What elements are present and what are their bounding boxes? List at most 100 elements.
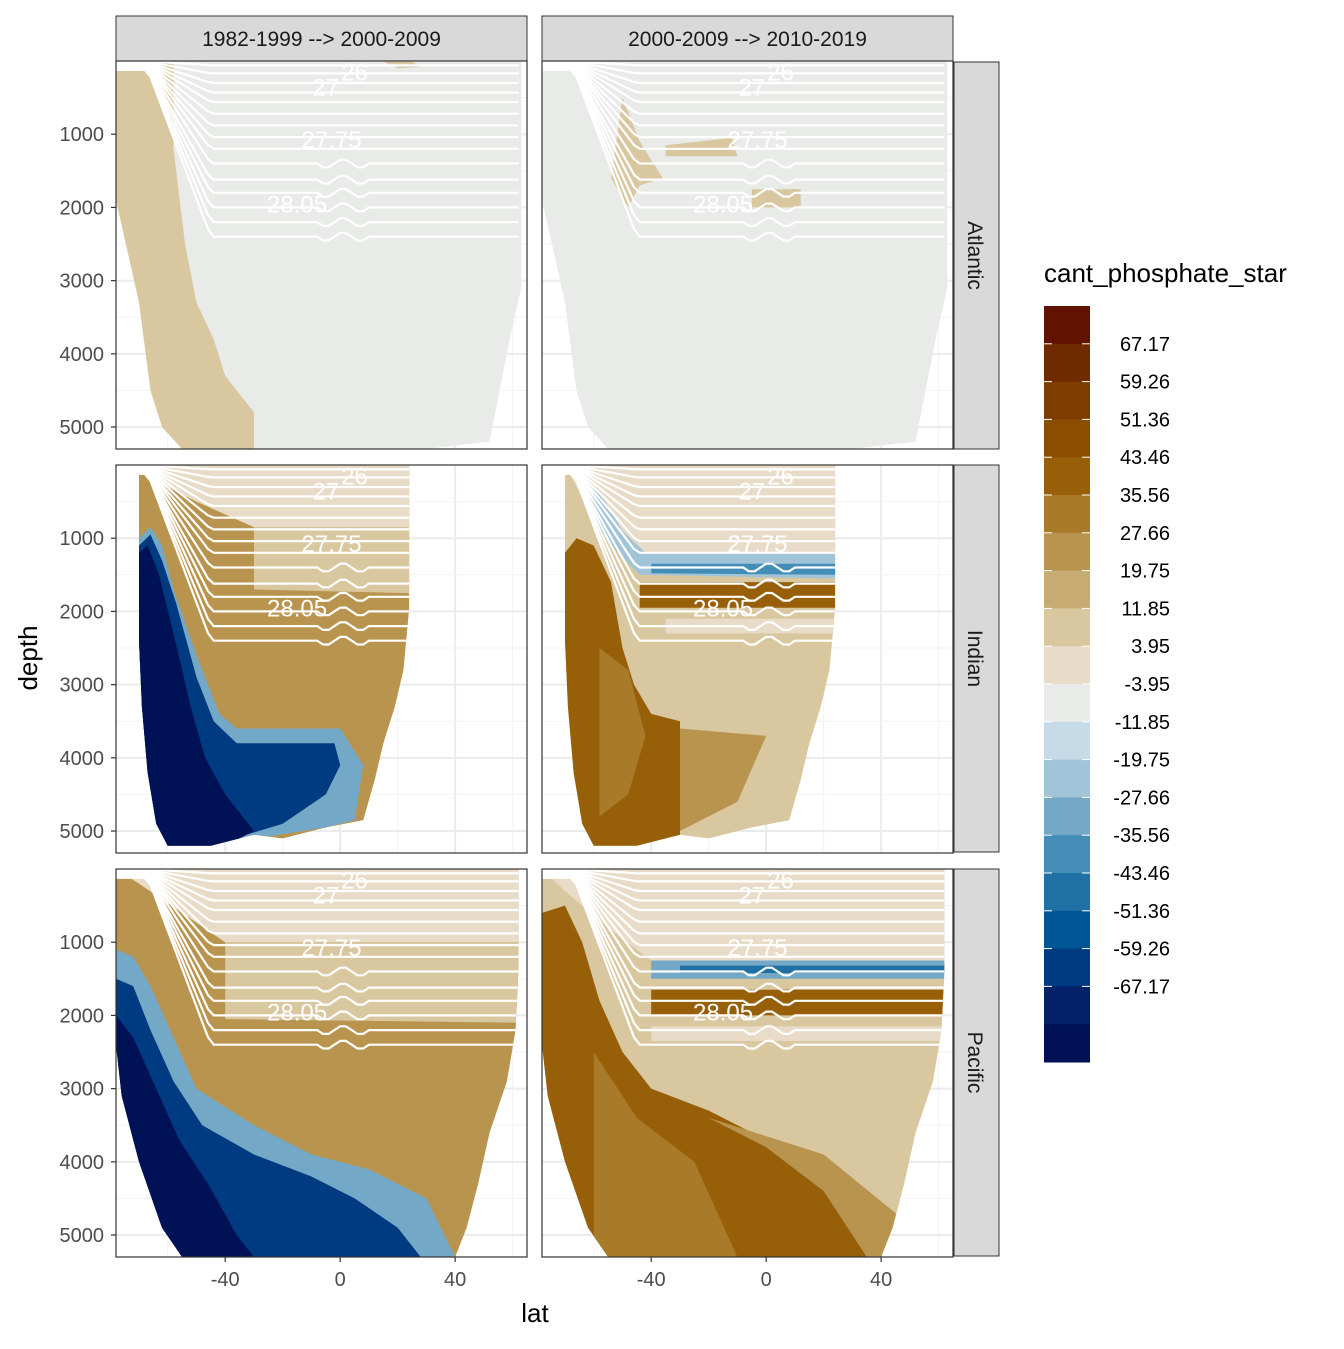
y-tick-label: 4000 [60, 1152, 105, 1174]
panel-border [115, 464, 528, 854]
section-feature-region [599, 648, 646, 817]
isopycnal-line [116, 870, 519, 923]
isopycnal-label: 27.75 [302, 935, 362, 962]
isopycnal-label: 26 [767, 868, 794, 895]
isopycnal-line [542, 872, 945, 977]
facet-strip-row-atlantic [953, 61, 1000, 450]
isopycnal-label: 26 [341, 464, 368, 491]
section-fill [116, 61, 522, 449]
isopycnal-label: 28.05 [693, 191, 753, 218]
isopycnal-line [139, 466, 410, 519]
y-tick-label: 4000 [60, 344, 105, 366]
isopycnal-line [139, 465, 410, 471]
facet-strip-col-2 [541, 15, 954, 62]
section-feature-region [254, 527, 410, 594]
isopycnal-line [116, 872, 519, 977]
isopycnal-line [139, 469, 410, 589]
isopycnal-label: 28.05 [267, 999, 327, 1026]
y-tick-label: 4000 [60, 748, 105, 770]
y-tick-label: 1000 [60, 528, 105, 550]
isopycnal-line [139, 472, 410, 646]
legend-swatch [1044, 948, 1090, 987]
section-feature-region [202, 90, 269, 143]
legend-swatch [1044, 570, 1090, 609]
isopycnal-line [542, 873, 945, 993]
isopycnal-line [542, 64, 945, 169]
facet-row-label-atlantic: Atlantic [963, 221, 986, 290]
section-feature-region [616, 361, 640, 449]
isopycnal-line [542, 61, 945, 67]
isopycnal-line [116, 66, 519, 198]
isopycnal-line [139, 467, 410, 543]
isopycnal-line [565, 468, 836, 554]
isopycnal-line [542, 875, 945, 1036]
y-tick-label: 2000 [60, 1005, 105, 1027]
isopycnal-line [565, 467, 836, 531]
isopycnal-line [139, 465, 410, 489]
legend-label: -19.75 [1113, 750, 1170, 772]
isopycnal-label: 28.05 [693, 595, 753, 622]
isopycnal-label: 27 [738, 478, 765, 505]
isopycnal-label: 27 [738, 74, 765, 101]
panel-border [541, 60, 954, 450]
legend-colorbar: 67.17 59.26 51.36 43.46 35.56 27.66 19.75 11.85… [1044, 306, 1170, 1063]
x-axes: -40 0 40 -40 0 40 [211, 1257, 892, 1291]
legend-label: -43.46 [1113, 863, 1170, 885]
isopycnal-line [542, 871, 945, 947]
isopycnal-line [116, 869, 519, 902]
isopycnal-line [116, 873, 519, 993]
legend-swatch [1044, 646, 1090, 685]
isopycnal-label: 27 [312, 882, 339, 909]
isopycnal-line [565, 465, 836, 471]
section-feature-region [593, 1052, 738, 1257]
legend-swatch [1044, 759, 1090, 798]
isopycnal-label: 27 [738, 882, 765, 909]
legend-swatch [1044, 684, 1090, 723]
y-tick-label: 5000 [60, 417, 105, 439]
y-tick-label: 3000 [60, 271, 105, 293]
y-tick-label: 2000 [60, 197, 105, 219]
legend-label: 27.66 [1120, 523, 1170, 545]
legend-label: 67.17 [1120, 334, 1170, 356]
isopycnal-line [116, 65, 519, 185]
isopycnal-line [542, 64, 945, 150]
legend-label: -59.26 [1113, 939, 1170, 961]
isopycnal-line [565, 469, 836, 573]
legend-swatch [1044, 986, 1090, 1025]
legend-label: 3.95 [1131, 636, 1170, 658]
isopycnal-label: 27.75 [302, 127, 362, 154]
section-fill [139, 465, 410, 846]
section-feature-region [651, 1026, 945, 1041]
isopycnal-label: 28.05 [693, 999, 753, 1026]
isopycnal-line [139, 470, 410, 602]
isopycnal-line [565, 472, 836, 632]
legend-swatch [1044, 381, 1090, 420]
y-tick-label: 5000 [60, 821, 105, 843]
isopycnal-line [116, 875, 519, 1036]
isopycnal-line [565, 470, 836, 602]
isopycnal-label: 26 [341, 868, 368, 895]
legend-label: 59.26 [1120, 372, 1170, 394]
isopycnal-line [116, 64, 519, 150]
y-tick-label: 3000 [60, 1079, 105, 1101]
isopycnal-line [139, 465, 410, 498]
isopycnal-line [542, 869, 945, 893]
isopycnal-line [542, 869, 945, 902]
facet-strip-col-1 [115, 15, 528, 62]
isopycnal-line [139, 469, 410, 573]
legend-swatch [1044, 797, 1090, 836]
isopycnal-line [542, 61, 945, 85]
y-tick-label: 1000 [60, 124, 105, 146]
isopycnal-line [542, 68, 945, 242]
section-feature-region [116, 61, 254, 449]
facet-strip-row-indian [953, 464, 1000, 853]
isopycnal-line [542, 67, 945, 227]
isopycnal-line [116, 63, 519, 127]
isopycnal-line [542, 62, 945, 115]
